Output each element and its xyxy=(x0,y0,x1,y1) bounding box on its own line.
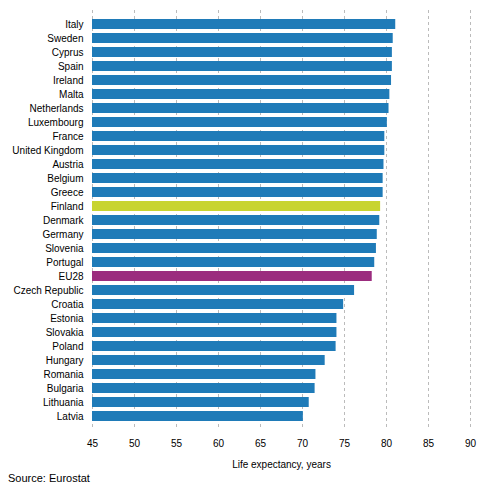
svg-text:85: 85 xyxy=(423,438,435,449)
svg-text:Spain: Spain xyxy=(58,61,84,72)
svg-text:65: 65 xyxy=(255,438,267,449)
svg-text:Luxembourg: Luxembourg xyxy=(28,117,84,128)
svg-text:Latvia: Latvia xyxy=(57,411,84,422)
svg-text:Malta: Malta xyxy=(59,89,84,100)
svg-text:United Kingdom: United Kingdom xyxy=(12,145,83,156)
svg-text:Life expectancy, years: Life expectancy, years xyxy=(232,459,331,470)
svg-text:Romania: Romania xyxy=(43,369,83,380)
svg-text:Cyprus: Cyprus xyxy=(52,47,84,58)
svg-text:70: 70 xyxy=(297,438,309,449)
svg-text:Estonia: Estonia xyxy=(50,313,84,324)
svg-text:60: 60 xyxy=(213,438,225,449)
svg-text:France: France xyxy=(52,131,84,142)
svg-text:Finland: Finland xyxy=(51,201,84,212)
svg-text:Netherlands: Netherlands xyxy=(30,103,84,114)
svg-text:Greece: Greece xyxy=(51,187,84,198)
svg-text:Slovakia: Slovakia xyxy=(46,327,84,338)
svg-text:90: 90 xyxy=(465,438,477,449)
svg-text:Hungary: Hungary xyxy=(46,355,84,366)
svg-text:Lithuania: Lithuania xyxy=(43,397,84,408)
svg-text:Bulgaria: Bulgaria xyxy=(47,383,84,394)
svg-text:Denmark: Denmark xyxy=(43,215,85,226)
svg-text:Croatia: Croatia xyxy=(51,299,84,310)
svg-text:Sweden: Sweden xyxy=(47,33,83,44)
html-text:Source: Eurostat: Source: Eurostat xyxy=(8,472,90,484)
svg-text:Czech Republic: Czech Republic xyxy=(13,285,83,296)
svg-text:50: 50 xyxy=(129,438,141,449)
svg-text:Poland: Poland xyxy=(52,341,83,352)
svg-text:Austria: Austria xyxy=(52,159,84,170)
svg-text:Italy: Italy xyxy=(65,19,83,30)
svg-text:Ireland: Ireland xyxy=(53,75,84,86)
svg-text:80: 80 xyxy=(381,438,393,449)
svg-text:Slovenia: Slovenia xyxy=(45,243,84,254)
svg-text:EU28: EU28 xyxy=(58,271,83,282)
svg-text:55: 55 xyxy=(171,438,183,449)
svg-text:45: 45 xyxy=(87,438,99,449)
svg-text:Belgium: Belgium xyxy=(47,173,83,184)
svg-text:Portugal: Portugal xyxy=(46,257,83,268)
svg-text:Germany: Germany xyxy=(42,229,83,240)
svg-text:75: 75 xyxy=(339,438,351,449)
